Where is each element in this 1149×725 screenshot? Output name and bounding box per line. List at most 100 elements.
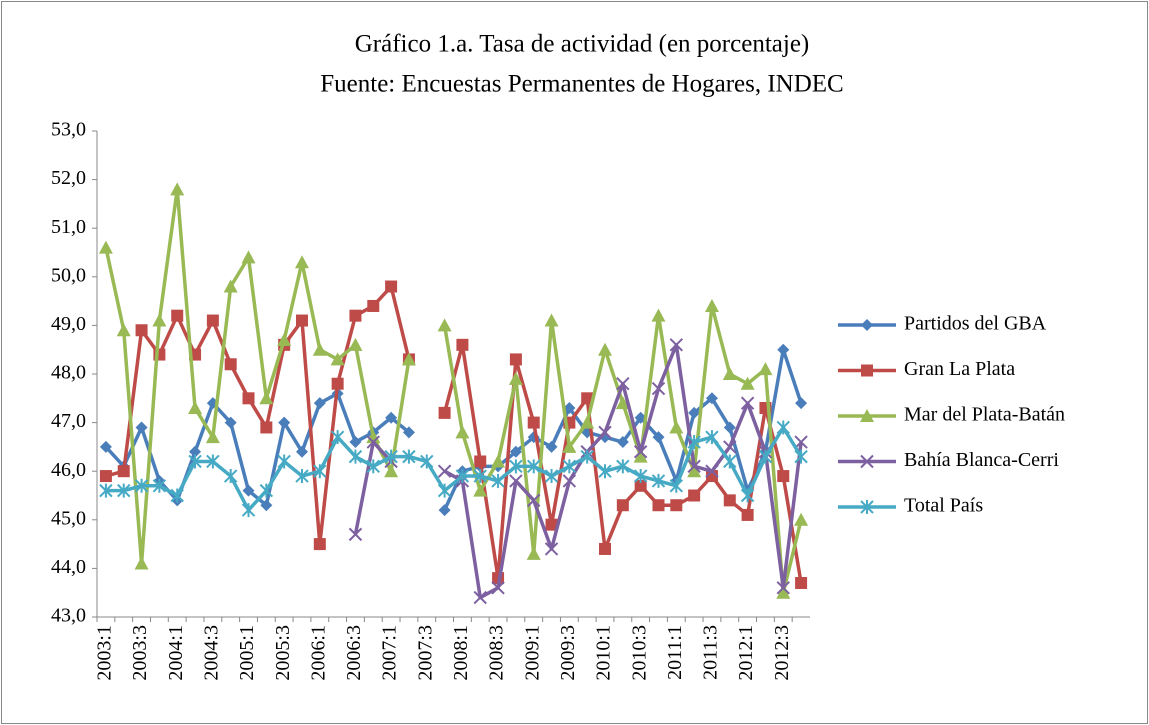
point	[171, 309, 184, 322]
point	[616, 459, 630, 474]
point	[260, 499, 273, 512]
x-tick-label: 2009:1	[521, 625, 543, 681]
point	[367, 299, 380, 312]
point	[349, 309, 362, 322]
point	[330, 352, 345, 366]
point	[223, 469, 238, 484]
y-tick-label: 43,0	[51, 605, 86, 627]
point	[98, 240, 113, 254]
point	[562, 474, 577, 488]
point	[527, 416, 540, 429]
legend-label: Gran La Plata	[904, 358, 1015, 380]
point	[687, 464, 702, 478]
point	[135, 324, 148, 337]
point	[562, 459, 577, 474]
chart-subtitle: Fuente: Encuestas Permanentes de Hogares…	[320, 71, 843, 98]
point	[348, 449, 363, 464]
point	[223, 279, 238, 293]
point	[134, 556, 149, 570]
point	[740, 396, 755, 410]
y-tick-label: 51,0	[51, 216, 86, 238]
point	[616, 436, 629, 449]
point	[860, 500, 874, 514]
point	[740, 376, 755, 390]
point	[313, 464, 327, 479]
point	[723, 421, 736, 434]
point	[651, 473, 666, 488]
point	[860, 409, 874, 422]
point	[651, 308, 666, 322]
x-tick-label: 2003:3	[129, 625, 151, 681]
point	[277, 332, 292, 346]
point	[99, 483, 113, 498]
point	[117, 465, 130, 478]
point	[99, 470, 112, 483]
x-tick-label: 2006:3	[343, 625, 365, 681]
point	[224, 358, 237, 371]
legend-label: Bahía Blanca-Cerri	[904, 449, 1059, 471]
point	[384, 464, 399, 478]
point	[152, 478, 167, 493]
legend-label: Mar del Plata-Batán	[904, 404, 1065, 426]
point	[722, 367, 737, 380]
y-tick-label: 46,0	[51, 459, 86, 481]
point	[473, 483, 488, 497]
x-tick-label: 2004:3	[200, 625, 222, 681]
x-tick-label: 2008:1	[450, 625, 472, 681]
point	[99, 440, 112, 453]
point	[509, 353, 522, 366]
point	[669, 420, 684, 434]
point	[563, 402, 576, 415]
point	[705, 464, 719, 478]
point	[437, 464, 452, 478]
point	[206, 454, 220, 469]
point	[206, 314, 219, 327]
point	[242, 392, 255, 405]
point	[580, 415, 595, 429]
point	[776, 585, 791, 599]
point	[598, 464, 612, 479]
point	[526, 546, 541, 560]
legend-label: Partidos del GBA	[904, 313, 1047, 335]
point	[348, 337, 363, 351]
point	[134, 478, 149, 493]
point	[651, 381, 666, 396]
point	[188, 454, 202, 469]
point	[705, 392, 718, 405]
point	[456, 338, 469, 351]
point	[705, 430, 719, 445]
chart-title: Gráfico 1.a. Tasa de actividad (en porce…	[355, 31, 810, 58]
point	[794, 449, 808, 464]
point	[776, 420, 790, 435]
point	[598, 425, 612, 440]
x-tick-label: 2005:3	[272, 625, 294, 681]
point	[598, 342, 613, 356]
point	[438, 406, 451, 419]
point	[366, 459, 380, 474]
point	[170, 488, 184, 503]
point	[634, 479, 647, 492]
point	[312, 342, 327, 356]
point	[313, 397, 326, 410]
x-tick-label: 2010:3	[628, 625, 650, 681]
point	[295, 445, 308, 458]
point	[295, 469, 309, 484]
point	[331, 377, 344, 390]
point	[794, 512, 809, 526]
point	[795, 576, 808, 589]
x-tick-label: 2004:1	[165, 625, 187, 681]
point	[652, 431, 665, 444]
point	[527, 459, 541, 474]
point	[188, 401, 203, 415]
point	[633, 469, 648, 484]
point	[795, 397, 808, 410]
point	[189, 445, 202, 458]
point	[688, 489, 701, 502]
point	[259, 483, 274, 498]
point	[861, 364, 873, 377]
x-tick-label: 2006:1	[307, 625, 329, 681]
x-tick-label: 2009:3	[557, 625, 579, 681]
point	[313, 538, 326, 551]
x-tick-label: 2007:3	[414, 625, 436, 681]
